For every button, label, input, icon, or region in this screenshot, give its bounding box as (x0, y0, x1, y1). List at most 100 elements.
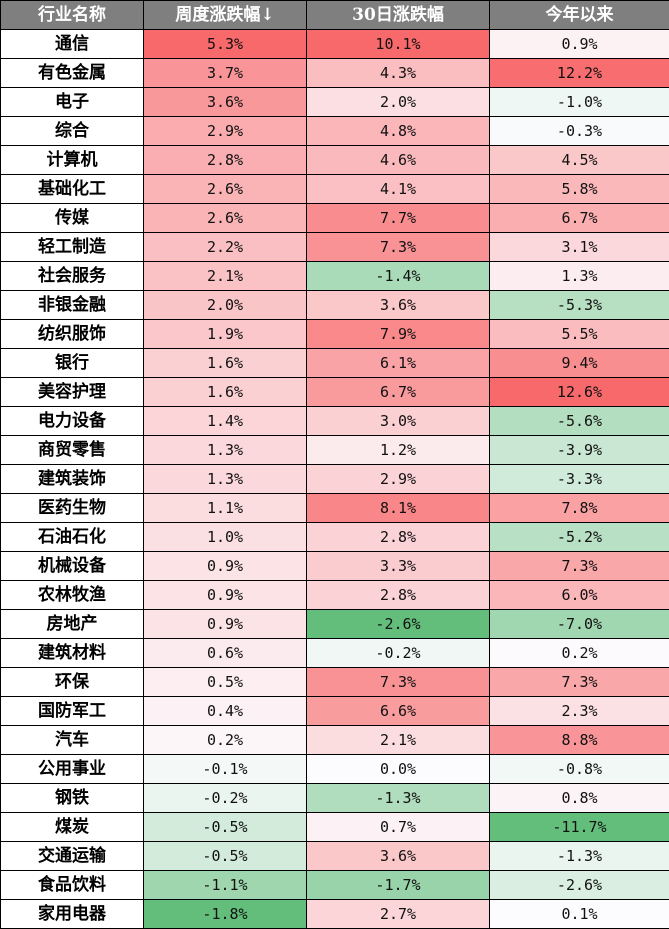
industry-name-cell: 汽车 (0, 725, 144, 755)
ytd-change-cell: -7.0% (489, 609, 669, 639)
weekly-change-cell: 3.6% (143, 87, 307, 117)
weekly-change-cell: 2.8% (143, 145, 307, 175)
table-row: 电力设备 1.4% 3.0% -5.6% (0, 406, 669, 436)
d30-change-cell: -1.7% (306, 870, 490, 900)
ytd-change-cell: 7.3% (489, 667, 669, 697)
d30-change-cell: 4.1% (306, 174, 490, 204)
weekly-change-cell: 0.9% (143, 609, 307, 639)
industry-name-cell: 银行 (0, 348, 144, 378)
d30-change-cell: 7.9% (306, 319, 490, 349)
weekly-change-cell: 2.6% (143, 203, 307, 233)
ytd-change-cell: 0.8% (489, 783, 669, 813)
table-row: 公用事业 -0.1% 0.0% -0.8% (0, 754, 669, 784)
ytd-change-cell: -5.3% (489, 290, 669, 320)
d30-change-cell: 10.1% (306, 29, 490, 59)
weekly-change-cell: 2.6% (143, 174, 307, 204)
ytd-change-cell: 9.4% (489, 348, 669, 378)
table-row: 社会服务 2.1% -1.4% 1.3% (0, 261, 669, 291)
weekly-change-cell: 1.3% (143, 464, 307, 494)
table-row: 传媒 2.6% 7.7% 6.7% (0, 203, 669, 233)
industry-name-cell: 纺织服饰 (0, 319, 144, 349)
table-row: 机械设备 0.9% 3.3% 7.3% (0, 551, 669, 581)
ytd-change-cell: 5.8% (489, 174, 669, 204)
ytd-change-cell: 6.7% (489, 203, 669, 233)
weekly-change-cell: 0.5% (143, 667, 307, 697)
ytd-change-cell: 12.6% (489, 377, 669, 407)
table-row: 房地产 0.9% -2.6% -7.0% (0, 609, 669, 639)
d30-change-cell: 7.7% (306, 203, 490, 233)
ytd-change-cell: 7.3% (489, 551, 669, 581)
table-row: 国防军工 0.4% 6.6% 2.3% (0, 696, 669, 726)
table-row: 建筑装饰 1.3% 2.9% -3.3% (0, 464, 669, 494)
weekly-change-cell: 2.0% (143, 290, 307, 320)
industry-name-cell: 石油石化 (0, 522, 144, 552)
industry-name-cell: 环保 (0, 667, 144, 697)
table-row: 综合 2.9% 4.8% -0.3% (0, 116, 669, 146)
d30-change-cell: 7.3% (306, 232, 490, 262)
weekly-change-cell: -0.5% (143, 841, 307, 871)
ytd-change-cell: 8.8% (489, 725, 669, 755)
header-ytd-change[interactable]: 今年以来 (489, 0, 669, 30)
d30-change-cell: 6.7% (306, 377, 490, 407)
d30-change-cell: 2.9% (306, 464, 490, 494)
ytd-change-cell: -1.0% (489, 87, 669, 117)
d30-change-cell: 4.3% (306, 58, 490, 88)
ytd-change-cell: -3.9% (489, 435, 669, 465)
ytd-change-cell: -1.3% (489, 841, 669, 871)
table-row: 轻工制造 2.2% 7.3% 3.1% (0, 232, 669, 262)
weekly-change-cell: 2.2% (143, 232, 307, 262)
d30-change-cell: 2.0% (306, 87, 490, 117)
industry-name-cell: 有色金属 (0, 58, 144, 88)
table-row: 计算机 2.8% 4.6% 4.5% (0, 145, 669, 175)
industry-name-cell: 轻工制造 (0, 232, 144, 262)
ytd-change-cell: 7.8% (489, 493, 669, 523)
industry-name-cell: 公用事业 (0, 754, 144, 784)
industry-name-cell: 钢铁 (0, 783, 144, 813)
table-row: 银行 1.6% 6.1% 9.4% (0, 348, 669, 378)
industry-name-cell: 医药生物 (0, 493, 144, 523)
ytd-change-cell: 3.1% (489, 232, 669, 262)
d30-change-cell: 2.8% (306, 522, 490, 552)
table-row: 食品饮料 -1.1% -1.7% -2.6% (0, 870, 669, 900)
industry-name-cell: 房地产 (0, 609, 144, 639)
industry-name-cell: 计算机 (0, 145, 144, 175)
industry-name-cell: 基础化工 (0, 174, 144, 204)
weekly-change-cell: -0.1% (143, 754, 307, 784)
industry-name-cell: 商贸零售 (0, 435, 144, 465)
industry-name-cell: 煤炭 (0, 812, 144, 842)
table-row: 有色金属 3.7% 4.3% 12.2% (0, 58, 669, 88)
weekly-change-cell: 0.9% (143, 551, 307, 581)
d30-change-cell: 8.1% (306, 493, 490, 523)
ytd-change-cell: 2.3% (489, 696, 669, 726)
d30-change-cell: 2.7% (306, 899, 490, 929)
d30-change-cell: 1.2% (306, 435, 490, 465)
d30-change-cell: 3.3% (306, 551, 490, 581)
weekly-change-cell: 0.2% (143, 725, 307, 755)
table-row: 钢铁 -0.2% -1.3% 0.8% (0, 783, 669, 813)
header-30day-change[interactable]: 30日涨跌幅 (306, 0, 490, 30)
weekly-change-cell: 1.4% (143, 406, 307, 436)
header-industry[interactable]: 行业名称 (0, 0, 144, 30)
d30-change-cell: 6.6% (306, 696, 490, 726)
ytd-change-cell: -0.8% (489, 754, 669, 784)
d30-change-cell: 3.6% (306, 841, 490, 871)
weekly-change-cell: 2.1% (143, 261, 307, 291)
table-row: 商贸零售 1.3% 1.2% -3.9% (0, 435, 669, 465)
table-row: 汽车 0.2% 2.1% 8.8% (0, 725, 669, 755)
header-weekly-change-sorted-desc[interactable]: 周度涨跌幅↓ (143, 0, 307, 30)
industry-name-cell: 家用电器 (0, 899, 144, 929)
d30-change-cell: 4.8% (306, 116, 490, 146)
industry-name-cell: 建筑材料 (0, 638, 144, 668)
weekly-change-cell: 1.9% (143, 319, 307, 349)
table-row: 基础化工 2.6% 4.1% 5.8% (0, 174, 669, 204)
table-row: 农林牧渔 0.9% 2.8% 6.0% (0, 580, 669, 610)
ytd-change-cell: 0.1% (489, 899, 669, 929)
weekly-change-cell: -0.5% (143, 812, 307, 842)
industry-name-cell: 社会服务 (0, 261, 144, 291)
industry-name-cell: 国防军工 (0, 696, 144, 726)
weekly-change-cell: 1.6% (143, 348, 307, 378)
table-body: 通信 5.3% 10.1% 0.9% 有色金属 3.7% 4.3% 12.2% 电子 3.6% 2.… (0, 29, 669, 929)
weekly-change-cell: 0.9% (143, 580, 307, 610)
d30-change-cell: 2.8% (306, 580, 490, 610)
d30-change-cell: 2.1% (306, 725, 490, 755)
